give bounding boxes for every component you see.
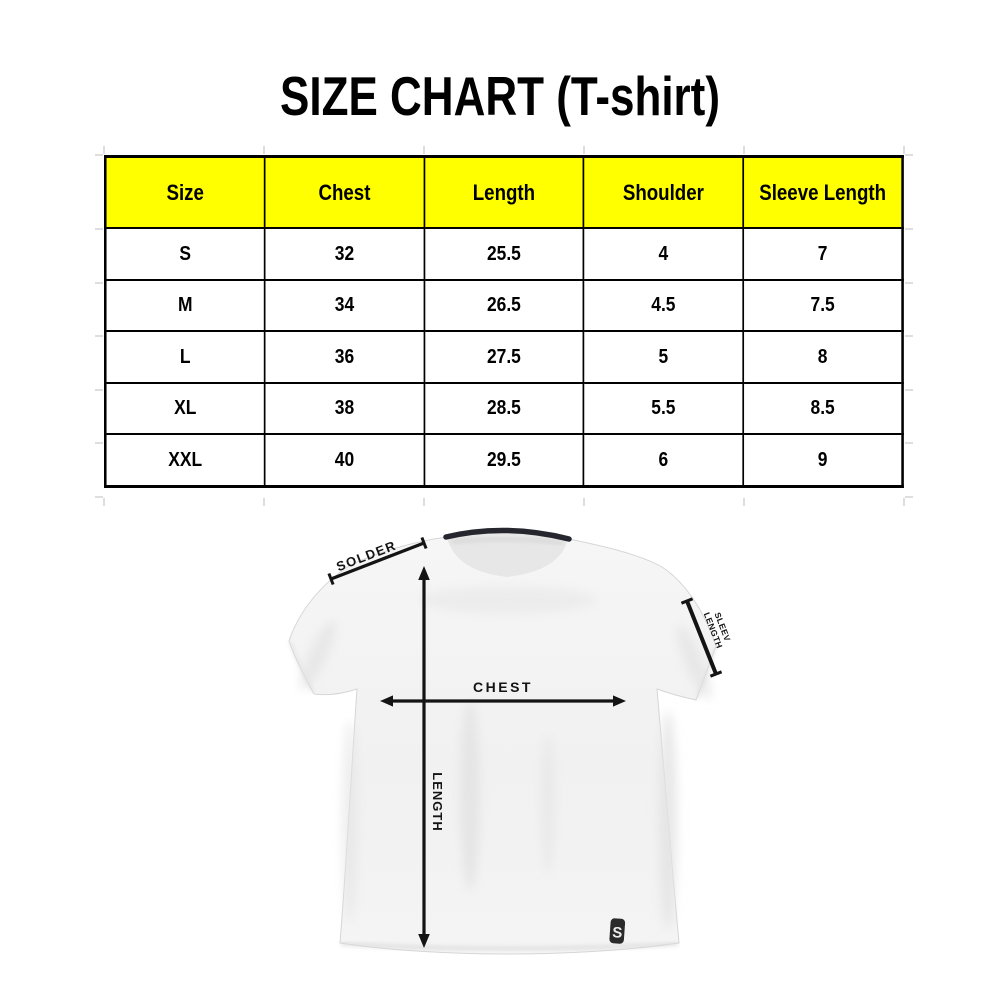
table-cell: 4.5 (582, 278, 744, 332)
neck-opening (447, 532, 568, 577)
table-cell: 28.5 (423, 381, 585, 435)
table-cell: 40 (263, 433, 426, 487)
column-header: Length (423, 155, 585, 229)
table-cell: 4 (582, 227, 744, 281)
length-label: LENGTH (430, 772, 445, 831)
table-cell: 5.5 (582, 381, 744, 435)
table-cell: 38 (263, 381, 426, 435)
size-table-header-row: Size Chest Length Shoulder Sleeve Length (104, 155, 904, 229)
table-cell: 29.5 (423, 433, 585, 487)
chest-arrow (380, 695, 626, 707)
tshirt-illustration: S (288, 527, 717, 955)
shoulder-measure-line (327, 536, 428, 586)
table-cell: 26.5 (423, 278, 585, 332)
column-header: Shoulder (582, 155, 744, 229)
table-cell: 36 (263, 330, 426, 384)
column-header: Sleeve Length (742, 155, 904, 229)
collar (443, 527, 572, 542)
size-table-body: S 32 25.5 4 7 M 34 26.5 4.5 7.5 L 36 27.5 5 8 XL 38 28.5 5… (104, 227, 904, 487)
table-cell: 34 (263, 278, 426, 332)
title-wrap: SIZE CHART (T-shirt) (0, 65, 1000, 127)
table-row: L 36 27.5 5 8 (104, 330, 904, 384)
column-header: Chest (263, 155, 426, 229)
brand-logo-letter: S (612, 924, 623, 942)
table-cell: XL (104, 381, 266, 435)
table-cell: 5 (582, 330, 744, 384)
length-arrow (418, 566, 430, 948)
table-cell: 25.5 (423, 227, 585, 281)
table-row: S 32 25.5 4 7 (104, 227, 904, 281)
brand-logo-tag: S (609, 918, 626, 944)
sleeve-measure-line (680, 597, 723, 678)
table-cell: 32 (263, 227, 426, 281)
tshirt-diagram: S (288, 527, 733, 955)
table-cell: L (104, 330, 266, 384)
table-cell: 8 (742, 330, 904, 384)
table-cell: M (104, 278, 266, 332)
table-row: XXL 40 29.5 6 9 (104, 433, 904, 487)
table-row: XL 38 28.5 5.5 8.5 (104, 381, 904, 435)
table-cell: 7.5 (742, 278, 904, 332)
table-cell: 27.5 (423, 330, 585, 384)
table-cell: 7 (742, 227, 904, 281)
table-cell: 8.5 (742, 381, 904, 435)
table-cell: 6 (582, 433, 744, 487)
table-cell: XXL (104, 433, 266, 487)
table-cell: 9 (742, 433, 904, 487)
chest-label: CHEST (473, 679, 533, 695)
size-table: Size Chest Length Shoulder Sleeve Length S 32… (104, 155, 904, 488)
table-row: M 34 26.5 4.5 7.5 (104, 278, 904, 332)
column-header: Size (104, 155, 266, 229)
table-cell: S (104, 227, 266, 281)
measurement-arrows (327, 536, 723, 948)
page-title: SIZE CHART (T-shirt) (279, 65, 720, 127)
